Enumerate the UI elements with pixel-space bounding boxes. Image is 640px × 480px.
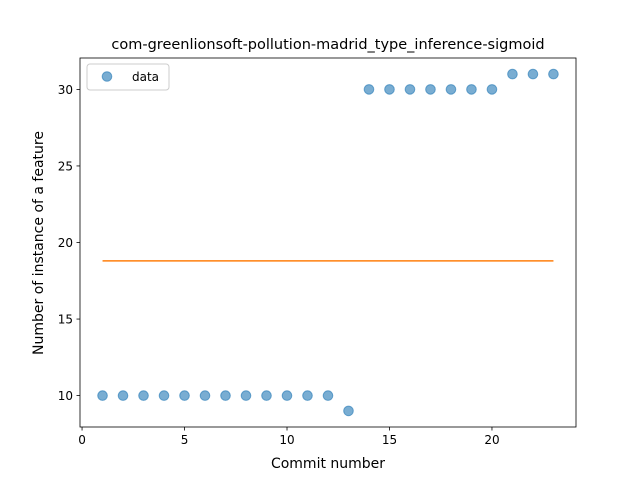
data-point — [138, 390, 149, 401]
x-tick-label: 5 — [181, 433, 189, 447]
data-point — [425, 84, 436, 95]
data-point — [302, 390, 313, 401]
data-point — [507, 68, 518, 80]
data-point — [117, 390, 129, 401]
data-point — [343, 405, 354, 417]
legend-frame — [86, 63, 170, 91]
y-axis-label: Number of instance of a feature — [31, 131, 47, 355]
x-tick-label: 10 — [279, 433, 294, 447]
y-tick-label: 30 — [58, 83, 73, 97]
data-point — [404, 84, 416, 95]
data-point — [281, 390, 293, 401]
series-layer — [97, 68, 559, 417]
x-axis-label: Commit number — [271, 456, 385, 472]
data-point — [384, 84, 395, 95]
data-point — [240, 390, 252, 401]
data-point — [363, 84, 375, 95]
chart-title: com-greenlionsoft-pollution-madrid_type_… — [111, 37, 544, 53]
data-point — [548, 68, 559, 80]
data-point — [466, 84, 477, 95]
x-tick-label: 20 — [484, 433, 499, 447]
data-point — [445, 84, 457, 95]
legend-label-data: data — [132, 70, 159, 84]
y-tick-label: 10 — [58, 389, 73, 403]
y-tick-label: 25 — [58, 159, 73, 173]
y-tick-label: 20 — [58, 236, 73, 250]
data-point — [158, 390, 170, 401]
data-point — [322, 390, 334, 401]
data-point — [527, 68, 539, 80]
data-point — [179, 390, 190, 401]
data-point — [220, 390, 231, 401]
y-tick-label: 15 — [58, 313, 73, 327]
legend-marker-data — [101, 71, 113, 82]
data-point — [199, 390, 211, 401]
axes-layer: 0 5 10 15 20 10 15 20 25 30 — [58, 57, 577, 447]
data-point — [261, 390, 272, 401]
legend: data — [86, 63, 170, 91]
data-point — [486, 84, 498, 95]
x-tick-label: 0 — [78, 433, 86, 447]
x-tick-label: 15 — [382, 433, 397, 447]
data-point — [97, 390, 108, 401]
